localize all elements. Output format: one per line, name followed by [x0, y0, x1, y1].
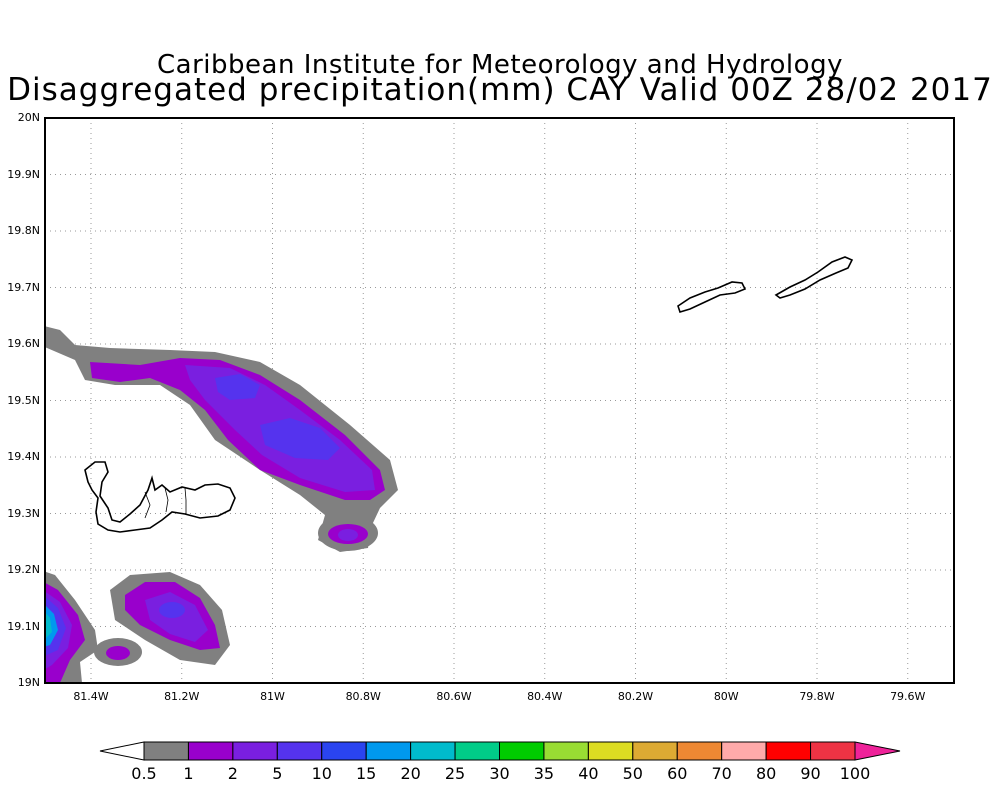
- precip-violet-cell: [338, 529, 358, 541]
- lon-label: 79.8W: [799, 690, 835, 703]
- colorbar-label: 15: [356, 764, 377, 783]
- lon-label: 80.8W: [345, 690, 381, 703]
- lon-label: 81.4W: [73, 690, 109, 703]
- colorbar-swatch: [587, 741, 634, 761]
- colorbar-min-arrow: [99, 741, 145, 761]
- colorbar-label: 20: [400, 764, 421, 783]
- colorbar-swatch: [410, 741, 456, 761]
- colorbar-label: 2: [227, 764, 238, 783]
- lat-label: 19.5N: [7, 393, 40, 407]
- islands: [84, 256, 854, 533]
- lat-label: 19.9N: [7, 167, 40, 181]
- colorbar-label: 30: [489, 764, 510, 783]
- precipitation-layer: [45, 326, 398, 683]
- colorbar-swatch: [632, 741, 678, 761]
- colorbar-swatch: [543, 741, 589, 761]
- lon-label: 80.6W: [436, 690, 472, 703]
- lat-label: 20N: [17, 111, 40, 124]
- colorbar-label: 1: [183, 764, 194, 783]
- colorbar-label: 70: [711, 764, 732, 783]
- colorbar-label: 0.5: [131, 764, 157, 783]
- colorbar-label: 50: [622, 764, 643, 783]
- lat-label: 19.3N: [7, 506, 40, 520]
- precip-lightblue-corner: [45, 605, 58, 647]
- grand-cayman-outline: [84, 461, 236, 533]
- colorbar-swatch: [187, 741, 234, 761]
- colorbar-label: 35: [533, 764, 555, 783]
- colorbar-swatch: [676, 741, 723, 761]
- colorbar-swatch: [499, 741, 545, 761]
- colorbar-label: 90: [800, 764, 821, 783]
- colorbar-swatch: [321, 741, 367, 761]
- colorbar-max-arrow: [854, 741, 901, 761]
- cayman-brac-outline: [774, 256, 854, 299]
- precip-purple-small: [106, 646, 130, 660]
- lat-label: 19.8N: [7, 224, 40, 237]
- colorbar-label: 25: [444, 764, 466, 783]
- lat-label: 19.6N: [7, 337, 40, 350]
- colorbar-label: 100: [839, 764, 871, 783]
- colorbar-swatch: [810, 741, 856, 761]
- colorbar-label: 10: [311, 764, 332, 783]
- lon-label: 81W: [260, 690, 285, 703]
- colorbar-swatch: [143, 741, 189, 761]
- map-frame: [44, 117, 955, 684]
- precip-blue-core-1: [215, 374, 260, 400]
- lon-label: 80.4W: [527, 690, 563, 703]
- lon-label: 80.2W: [617, 690, 654, 703]
- colorbar-swatch: [232, 741, 278, 761]
- grand-cayman-districts: [144, 487, 187, 519]
- colorbar: [99, 741, 901, 761]
- colorbar-label: 40: [578, 764, 599, 783]
- colorbar-label: 5: [272, 764, 283, 783]
- lat-label: 19.7N: [7, 280, 40, 294]
- colorbar-swatch: [721, 741, 767, 761]
- colorbar-swatch: [765, 741, 812, 761]
- lat-label: 19.4N: [7, 450, 40, 463]
- precip-gray-band-north: [45, 326, 398, 552]
- lon-label: 79.6W: [890, 690, 926, 703]
- lon-label: 80W: [713, 690, 739, 703]
- colorbar-swatch: [276, 741, 323, 761]
- precip-blue-cell-south: [159, 602, 185, 618]
- lon-label: 81.2W: [164, 690, 200, 703]
- institute-title: Caribbean Institute for Meteorology and …: [157, 50, 843, 80]
- colorbar-label: 60: [667, 764, 688, 783]
- product-title: Disaggregated precipitation(mm) CAY Vali…: [7, 72, 993, 108]
- colorbar-swatch: [454, 741, 500, 761]
- lat-label: 19.1N: [7, 619, 40, 633]
- precip-cyan-corner: [45, 612, 52, 639]
- precip-blue-core-2: [260, 418, 340, 460]
- little-cayman-outline: [677, 281, 747, 313]
- colorbar-swatch: [365, 741, 412, 761]
- lat-label: 19.2N: [7, 563, 40, 576]
- lat-label: 19N: [17, 676, 40, 689]
- colorbar-label: 80: [755, 764, 777, 783]
